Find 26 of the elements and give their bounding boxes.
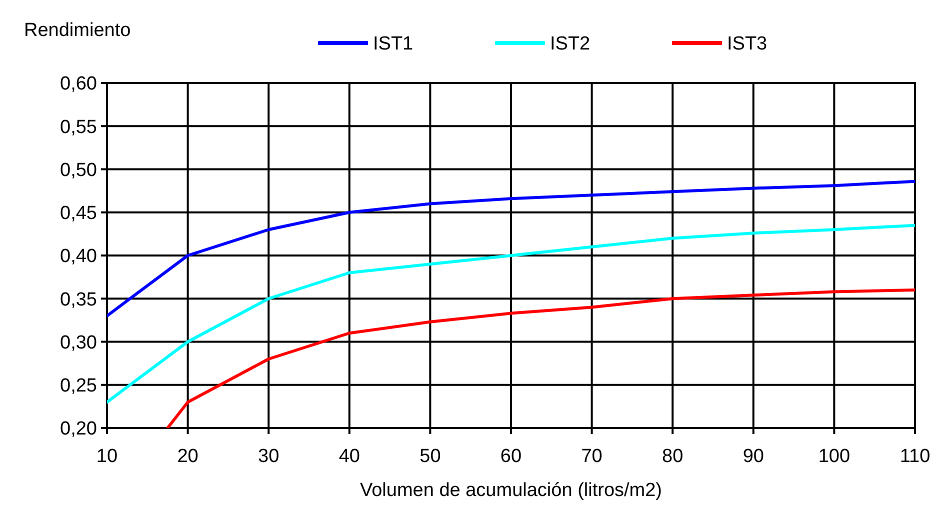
y-tick-label: 0,40 (60, 246, 97, 268)
y-tick-label: 0,50 (60, 160, 97, 181)
x-axis-title: Volumen de acumulación (litros/m2) (360, 480, 662, 501)
y-tick-label: 0,35 (60, 289, 97, 310)
y-tick-label: 0,60 (60, 74, 97, 95)
x-tick-label: 70 (581, 446, 602, 467)
line-series (166, 288, 915, 428)
y-tick-label: 0,25 (60, 376, 97, 397)
x-tick-label: 60 (500, 446, 522, 467)
legend-label: IST2 (550, 34, 590, 55)
y-tick-label: 0,20 (60, 418, 97, 440)
y-tick-label: 0,45 (60, 203, 97, 224)
y-axis-title: Rendimiento (24, 20, 131, 41)
legend-label: IST1 (373, 34, 414, 55)
x-tick-label: 20 (177, 446, 198, 467)
y-tick-label: 0,55 (60, 116, 97, 138)
x-tick-label: 30 (258, 446, 280, 467)
y-tick-label: 0,30 (60, 332, 97, 354)
x-tick-label: 50 (420, 446, 441, 467)
x-tick-label: 40 (338, 446, 360, 467)
legend-label: IST3 (727, 34, 768, 55)
x-tick-label: 90 (742, 446, 764, 467)
x-tick-label: 10 (96, 446, 118, 467)
x-tick-label: 80 (662, 446, 684, 467)
x-tick-label: 100 (818, 446, 850, 467)
x-tick-label: 110 (900, 446, 930, 467)
